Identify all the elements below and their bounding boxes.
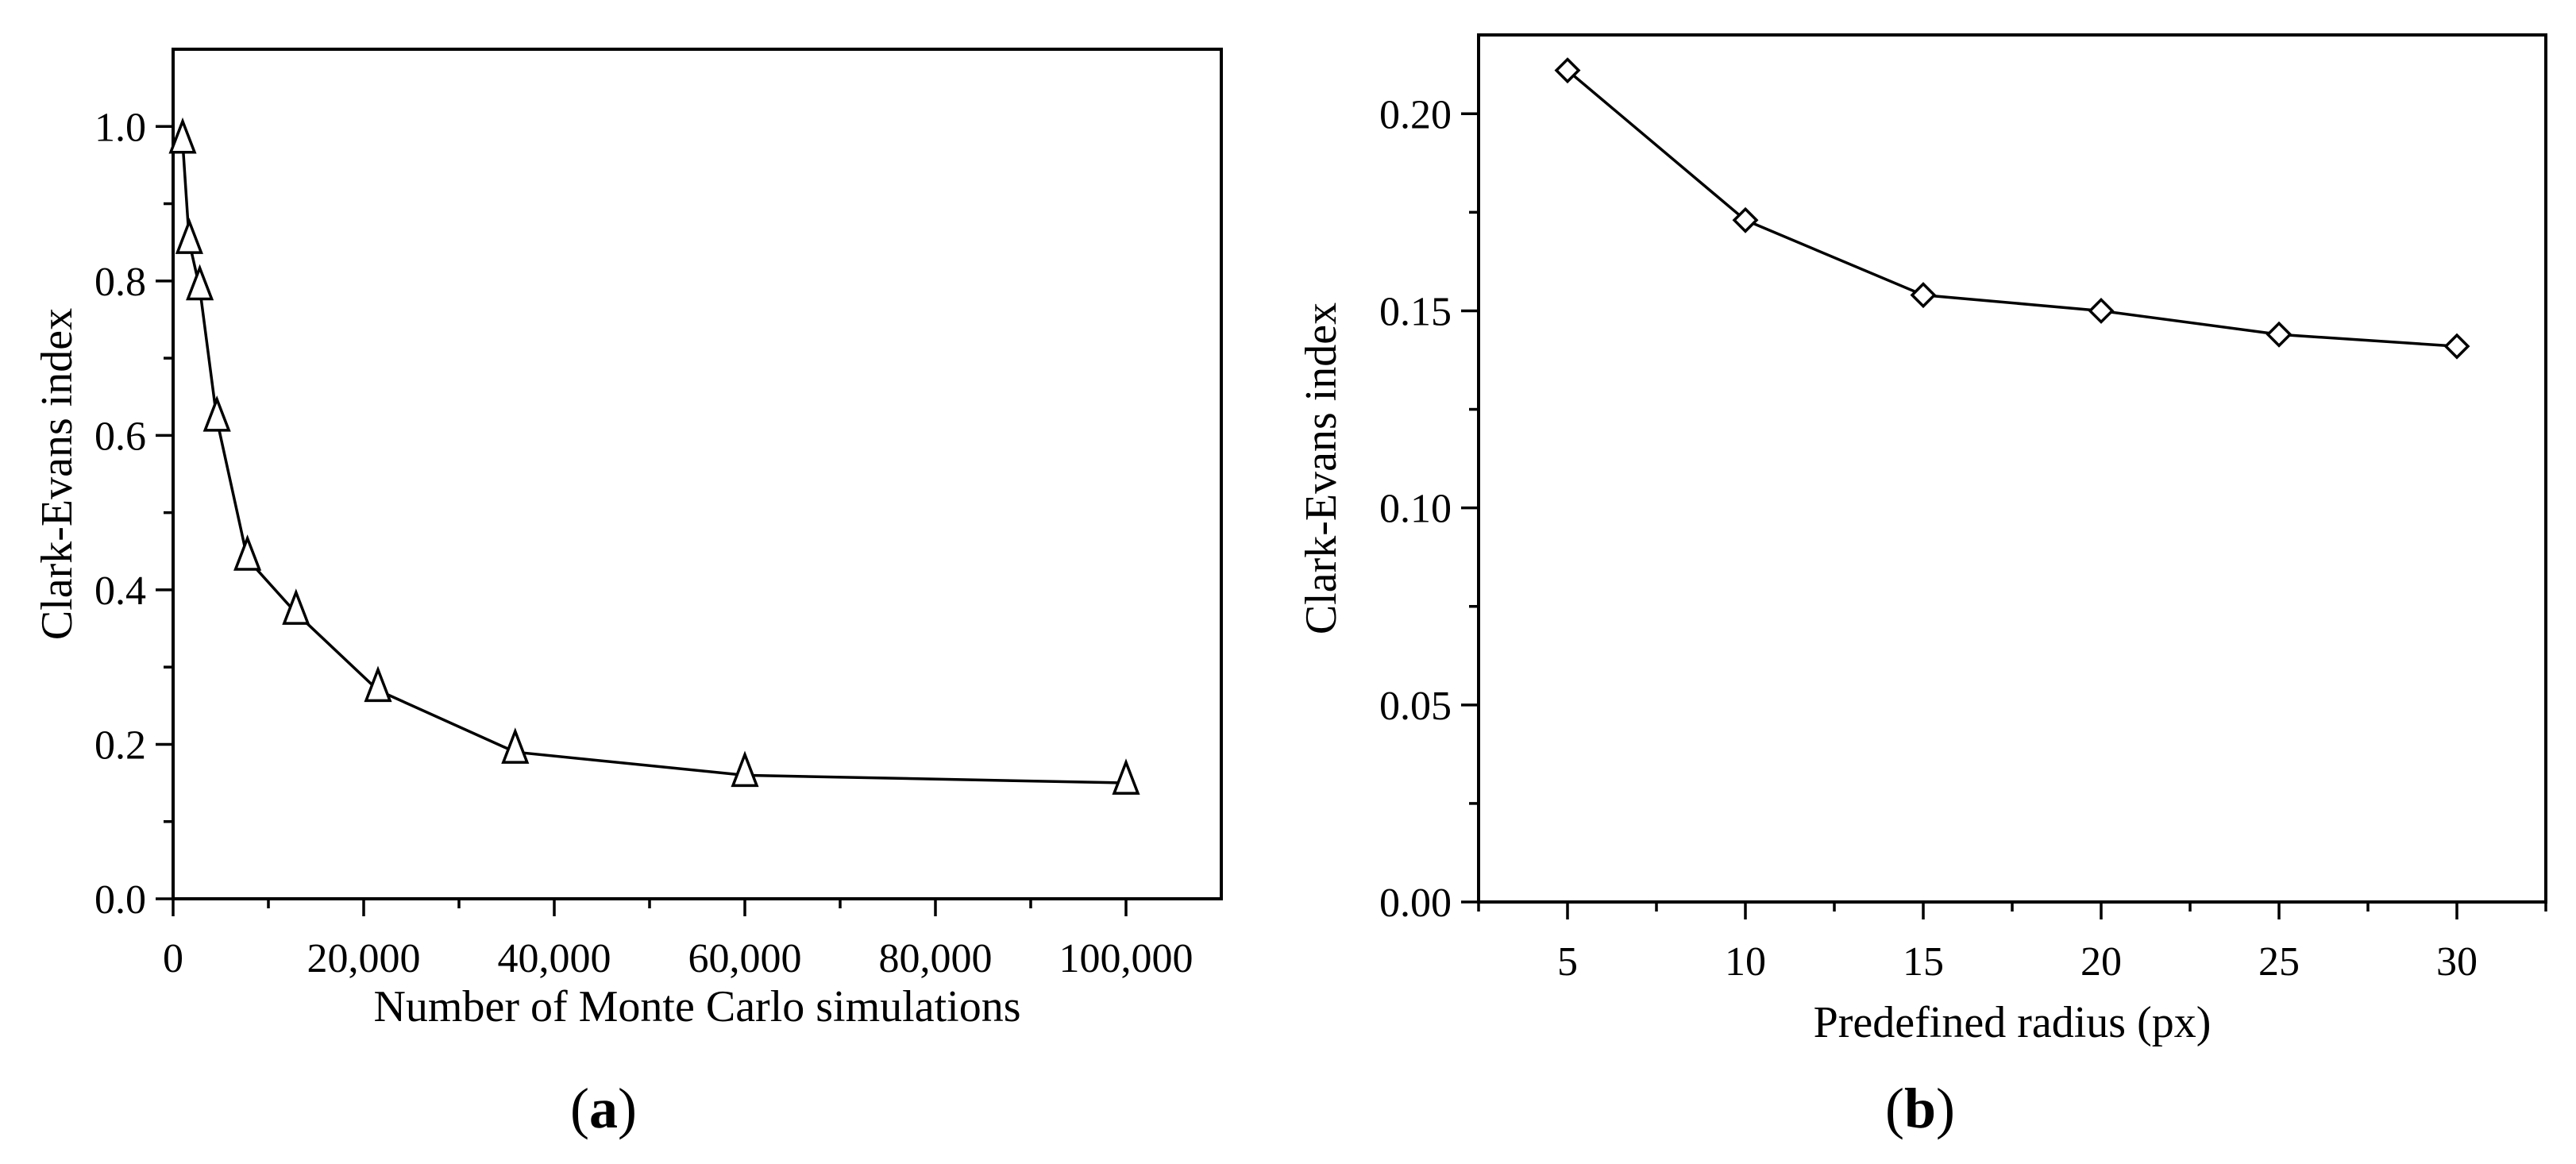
x-axis-title: Number of Monte Carlo simulations bbox=[373, 982, 1020, 1031]
data-point-marker bbox=[1910, 282, 1937, 309]
y-tick-label: 0.10 bbox=[1379, 487, 1452, 532]
y-tick-label: 0.05 bbox=[1379, 684, 1452, 729]
data-point-marker bbox=[2443, 333, 2470, 360]
x-tick-label: 30 bbox=[2436, 939, 2478, 985]
plot-frame bbox=[172, 48, 1223, 900]
data-point-marker bbox=[1732, 206, 1759, 233]
panel-b-chart: 5 10 15 20 25 30 0.00 0.05 0.10 0.15 0.20 Predefine… bbox=[1297, 33, 2547, 1140]
data-point-marker bbox=[501, 727, 530, 764]
data-point-marker bbox=[2266, 321, 2293, 348]
data-point-marker bbox=[233, 534, 262, 571]
y-tick-label: 0.15 bbox=[1379, 289, 1452, 334]
data-point-marker bbox=[1554, 57, 1581, 84]
x-tick-label: 25 bbox=[2258, 939, 2300, 985]
panel-label: (b) bbox=[1885, 1077, 1955, 1140]
x-axis-title: Predefined radius (px) bbox=[1814, 998, 2212, 1047]
data-point-marker bbox=[364, 665, 392, 703]
y-tick-label: 0.20 bbox=[1379, 92, 1452, 137]
data-point-marker bbox=[175, 218, 203, 254]
data-point-marker bbox=[2088, 297, 2115, 324]
x-tick-label: 10 bbox=[1725, 939, 1766, 985]
x-tick-label: 5 bbox=[1557, 939, 1578, 985]
x-tick-label: 20,000 bbox=[307, 936, 421, 981]
plot-frame bbox=[1477, 33, 2547, 904]
x-tick-label: 15 bbox=[1903, 939, 1944, 985]
y-tick-label: 1.0 bbox=[94, 105, 146, 150]
x-tick-label: 80,000 bbox=[879, 936, 993, 981]
x-tick-label: 40,000 bbox=[498, 936, 611, 981]
y-tick-label: 0.8 bbox=[94, 260, 146, 305]
data-point-marker bbox=[282, 588, 310, 625]
x-tick-label: 20 bbox=[2080, 939, 2122, 985]
y-tick-label: 0.2 bbox=[94, 723, 146, 768]
data-point-marker bbox=[168, 117, 197, 154]
x-tick-label: 60,000 bbox=[688, 936, 802, 981]
y-tick-label: 0.4 bbox=[94, 569, 146, 614]
data-point-marker bbox=[186, 264, 214, 301]
panel-label: (a) bbox=[570, 1077, 637, 1140]
data-point-marker bbox=[731, 750, 759, 788]
y-tick-label: 0.0 bbox=[94, 877, 146, 923]
data-point-marker bbox=[202, 395, 231, 432]
panel-a-chart: 0 20,000 40,000 60,000 80,000 100,000 0.0 0.2 0.… bbox=[33, 48, 1223, 1140]
y-tick-label: 0.6 bbox=[94, 414, 146, 459]
data-point-marker bbox=[1112, 758, 1140, 795]
series-line bbox=[181, 141, 1127, 784]
y-axis-title: Clark-Evans index bbox=[1297, 303, 1346, 634]
y-axis-title: Clark-Evans index bbox=[33, 308, 82, 640]
y-tick-label: 0.00 bbox=[1379, 881, 1452, 926]
series-line bbox=[1566, 69, 2458, 348]
x-tick-label: 100,000 bbox=[1059, 936, 1194, 981]
x-tick-label: 0 bbox=[163, 936, 183, 981]
